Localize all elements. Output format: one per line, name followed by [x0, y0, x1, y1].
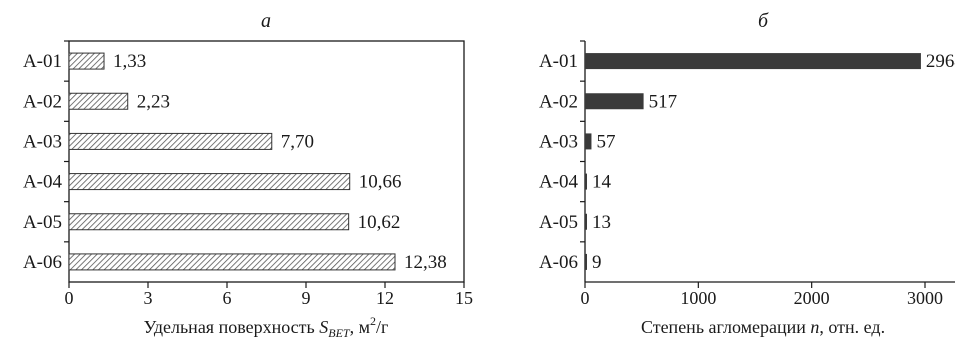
category-label-a: A-06 [23, 252, 62, 273]
data-label-a: 7,70 [281, 131, 314, 152]
bar-b [585, 93, 644, 110]
data-label-a: 1,33 [113, 51, 146, 72]
x-axis-label-a: Удельная поверхность SBET, м2/г [144, 314, 389, 340]
plot-frame-a [68, 40, 465, 283]
data-label-a: 10,66 [359, 172, 402, 193]
x-tick-label-b: 2000 [794, 288, 830, 308]
category-label-b: A-05 [539, 212, 578, 233]
chart-panel-a: а A-01 1,33 A-02 2,23 A-03 7,70 A-04 10,66 A-05 1… [23, 10, 473, 340]
x-tick-label-a: 3 [144, 288, 153, 308]
panel-b-label: б [758, 10, 769, 32]
x-tick-label-a: 9 [302, 288, 311, 308]
bar-b [585, 213, 587, 230]
category-label-b: A-03 [539, 131, 578, 152]
panel-a-label: а [261, 10, 271, 32]
x-tick-label-b: 1000 [680, 288, 716, 308]
bar-b [585, 253, 587, 270]
x-tick-label-a: 0 [65, 288, 74, 308]
x-tick-label-b: 3000 [907, 288, 943, 308]
data-label-a: 10,62 [358, 212, 401, 233]
category-label-a: A-04 [23, 172, 63, 193]
x-tick-label-a: 12 [376, 288, 394, 308]
bar-a [68, 132, 273, 150]
bar-a [68, 213, 350, 231]
category-label-a: A-05 [23, 212, 62, 233]
bar-b [585, 173, 587, 190]
bar-b [585, 53, 921, 70]
data-label-b: 517 [649, 91, 678, 112]
bar-b [585, 133, 592, 150]
x-axis-label-b: Степень агломерации n, отн. ед. [641, 317, 885, 337]
category-label-a: A-03 [23, 131, 62, 152]
x-tick-label-a: 15 [455, 288, 473, 308]
category-label-b: A-04 [539, 172, 579, 193]
data-label-a: 12,38 [404, 252, 447, 273]
category-label-b: A-01 [539, 51, 578, 72]
bar-a [68, 253, 396, 271]
category-label-a: A-01 [23, 51, 62, 72]
category-label-a: A-02 [23, 91, 62, 112]
bar-a [68, 92, 129, 110]
chart-panel-b: б A-01 2964 A-02 517 A-03 57 A-04 14 A-05 13 A-06 9… [539, 10, 955, 337]
category-label-b: A-02 [539, 91, 578, 112]
data-label-b: 57 [596, 131, 615, 152]
x-tick-label-b: 0 [581, 288, 590, 308]
bar-a [68, 173, 351, 191]
x-tick-label-a: 6 [223, 288, 232, 308]
bar-a [68, 52, 105, 70]
data-label-b: 2964 [926, 51, 955, 72]
data-label-a: 2,23 [137, 91, 170, 112]
data-label-b: 13 [592, 212, 611, 233]
data-label-b: 9 [592, 252, 602, 273]
category-label-b: A-06 [539, 252, 578, 273]
data-label-b: 14 [592, 172, 612, 193]
